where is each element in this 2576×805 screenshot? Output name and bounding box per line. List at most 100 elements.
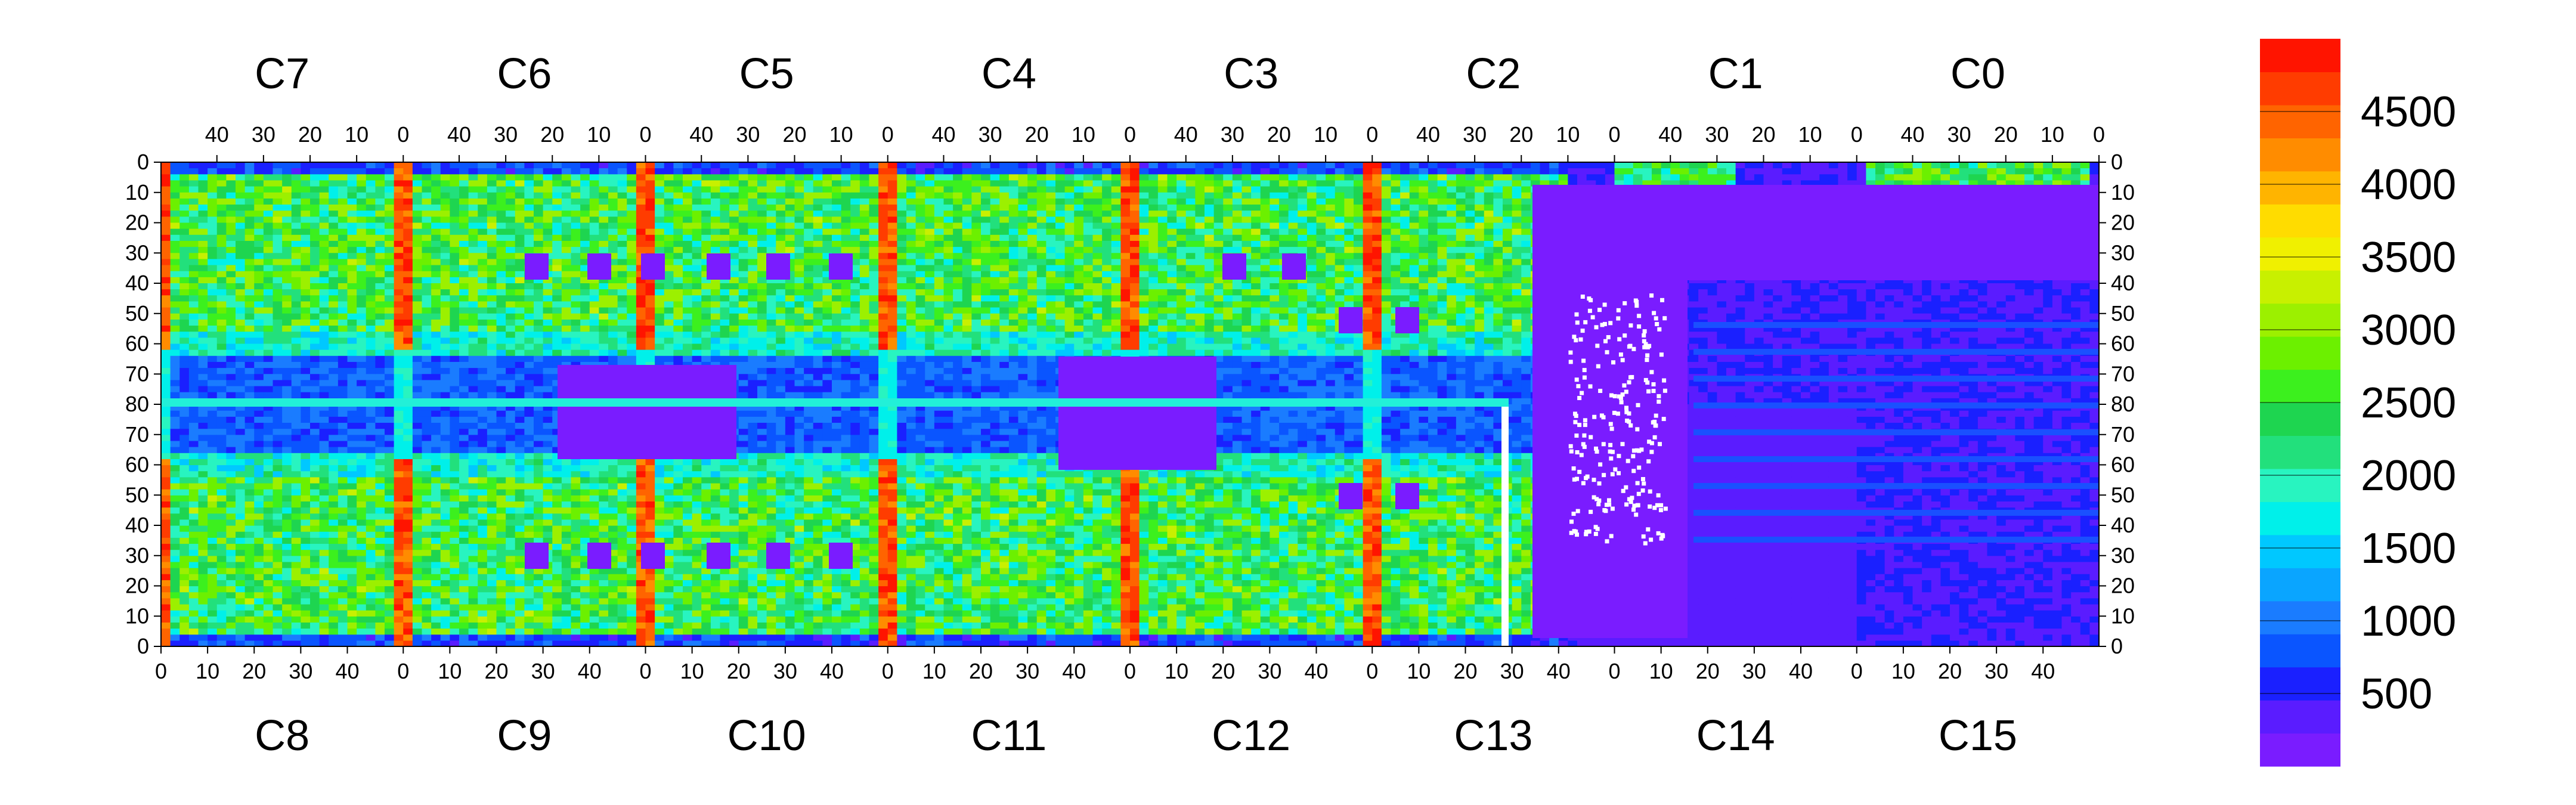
- heatmap-cell: [673, 349, 683, 357]
- heatmap-cell: [198, 295, 208, 302]
- heatmap-cell: [301, 610, 311, 617]
- heatmap-cell: [496, 549, 506, 556]
- heatmap-cell: [347, 332, 357, 338]
- heatmap-cell: [608, 205, 618, 211]
- heatmap-cell: [208, 501, 218, 508]
- heatmap-cell: [496, 380, 506, 387]
- heatmap-cell: [832, 162, 842, 169]
- heatmap-cell: [524, 216, 534, 224]
- heatmap-cell: [338, 313, 348, 320]
- heatmap-cell: [329, 319, 339, 326]
- heatmap-cell: [226, 489, 236, 496]
- heatmap-cell: [440, 603, 450, 611]
- heatmap-cell: [226, 501, 236, 508]
- heatmap-cell: [216, 404, 227, 411]
- heatmap-cell: [394, 326, 404, 332]
- heatmap-cell: [291, 592, 301, 599]
- heatmap-cell: [515, 295, 525, 302]
- heatmap-cell: [552, 586, 562, 593]
- heatmap-cell: [599, 634, 609, 641]
- heatmap-cell: [431, 495, 441, 501]
- heatmap-cell: [208, 368, 218, 374]
- heatmap-cell: [468, 228, 478, 236]
- heatmap-cell: [263, 301, 274, 308]
- heatmap-cell: [440, 440, 450, 447]
- heatmap-cell: [748, 205, 758, 211]
- heatmap-cell: [263, 338, 274, 345]
- heatmap-cell: [301, 513, 311, 520]
- heatmap-cell: [459, 386, 469, 393]
- heatmap-cell: [468, 495, 478, 501]
- heatmap-cell: [403, 465, 413, 472]
- heatmap-cell: [450, 228, 460, 236]
- heatmap-cell: [459, 568, 469, 574]
- heatmap-cell: [273, 198, 283, 205]
- heatmap-cell: [198, 168, 208, 175]
- heatmap-cell: [487, 628, 497, 635]
- heatmap-cell: [375, 622, 385, 629]
- heatmap-cell: [561, 240, 572, 247]
- heatmap-cell: [673, 283, 683, 290]
- heatmap-cell: [459, 332, 469, 338]
- heatmap-cell: [757, 374, 767, 380]
- heatmap-cell: [394, 465, 404, 472]
- heatmap-cell: [561, 319, 572, 326]
- heatmap-cell: [580, 210, 590, 217]
- heatmap-cell: [310, 476, 320, 484]
- heatmap-cell: [282, 640, 292, 647]
- heatmap-cell: [627, 289, 637, 296]
- heatmap-cell: [552, 222, 562, 230]
- heatmap-cell: [580, 186, 590, 193]
- heatmap-cell: [161, 434, 171, 441]
- heatmap-cell: [366, 392, 376, 399]
- heatmap-cell: [608, 313, 618, 320]
- heatmap-cell: [701, 205, 711, 211]
- heatmap-cell: [319, 447, 329, 453]
- heatmap-cell: [561, 574, 572, 580]
- heatmap-cell: [832, 361, 842, 369]
- heatmap-cell: [599, 289, 609, 296]
- heatmap-cell: [188, 338, 199, 345]
- heatmap-cell: [561, 338, 572, 345]
- heatmap-cell: [468, 610, 478, 617]
- heatmap-cell: [422, 349, 432, 357]
- heatmap-cell: [263, 222, 274, 230]
- heatmap-cell: [394, 374, 404, 380]
- heatmap-cell: [179, 501, 190, 508]
- heatmap-cell: [347, 459, 357, 466]
- heatmap-cell: [683, 192, 693, 199]
- heatmap-cell: [757, 240, 767, 247]
- heatmap-cell: [748, 271, 758, 278]
- heatmap-cell: [375, 265, 385, 272]
- heatmap-cell: [236, 253, 246, 259]
- heatmap-cell: [506, 416, 516, 423]
- heatmap-cell: [822, 289, 832, 296]
- heatmap-cell: [720, 168, 730, 175]
- heatmap-cell: [273, 247, 283, 253]
- heatmap-cell: [282, 343, 292, 351]
- heatmap-cell: [571, 470, 581, 478]
- heatmap-cell: [291, 622, 301, 629]
- heatmap-cell: [468, 307, 478, 314]
- heatmap-cell: [338, 295, 348, 302]
- heatmap-cell: [627, 519, 637, 526]
- heatmap-cell: [208, 555, 218, 562]
- heatmap-cell: [198, 597, 208, 605]
- heatmap-cell: [366, 386, 376, 393]
- heatmap-cell: [170, 368, 180, 374]
- heatmap-cell: [636, 301, 646, 308]
- heatmap-cell: [273, 465, 283, 472]
- heatmap-cell: [366, 162, 376, 169]
- heatmap-cell: [208, 247, 218, 253]
- heatmap-cell: [534, 355, 544, 363]
- heatmap-cell: [729, 186, 739, 193]
- heatmap-cell: [291, 234, 301, 242]
- heatmap-cell: [310, 459, 320, 466]
- heatmap-cell: [244, 434, 255, 441]
- heatmap-cell: [459, 404, 469, 411]
- heatmap-cell: [394, 332, 404, 338]
- heatmap-cell: [589, 634, 599, 641]
- heatmap-cell: [366, 307, 376, 314]
- heatmap-cell: [673, 186, 683, 193]
- heatmap-cell: [813, 332, 823, 338]
